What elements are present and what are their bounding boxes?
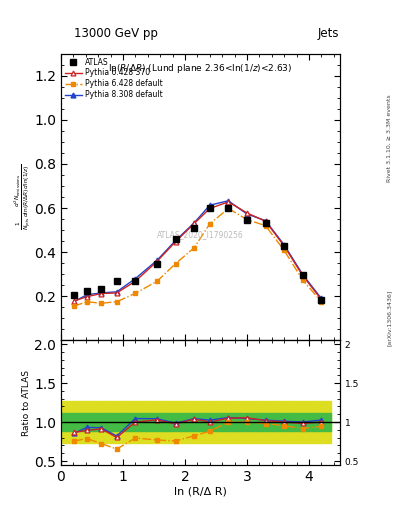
Text: Jets: Jets [317,27,339,39]
Y-axis label: Ratio to ATLAS: Ratio to ATLAS [22,370,31,436]
Text: [arXiv:1306.3436]: [arXiv:1306.3436] [387,289,392,346]
Text: 13000 GeV pp: 13000 GeV pp [74,27,158,39]
X-axis label: ln (R/Δ R): ln (R/Δ R) [174,486,227,497]
Text: $\ln(R/\Delta R)$ (Lund plane 2.36<$\ln(1/z)$<2.63): $\ln(R/\Delta R)$ (Lund plane 2.36<$\ln(… [108,62,292,75]
Text: ATLAS_2020_I1790256: ATLAS_2020_I1790256 [157,230,244,239]
Y-axis label: $\frac{1}{N_{\mathrm{jets}}}\frac{d^2 N_{\mathrm{emissions}}}{d\ln(R/\Delta R)\,: $\frac{1}{N_{\mathrm{jets}}}\frac{d^2 N_… [12,164,33,230]
Legend: ATLAS, Pythia 6.428 370, Pythia 6.428 default, Pythia 8.308 default: ATLAS, Pythia 6.428 370, Pythia 6.428 de… [63,56,165,101]
Text: Rivet 3.1.10, ≥ 3.3M events: Rivet 3.1.10, ≥ 3.3M events [387,94,392,182]
